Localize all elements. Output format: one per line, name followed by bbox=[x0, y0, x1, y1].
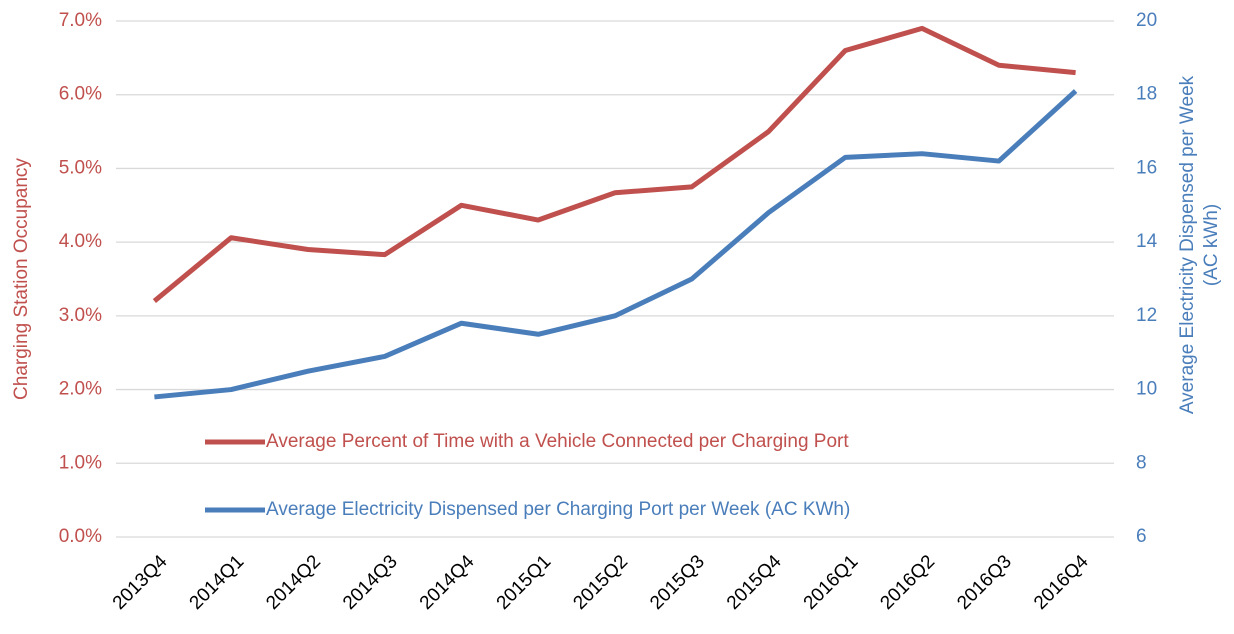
x-tick-label: 2014Q3 bbox=[339, 551, 402, 614]
x-tick-label: 2014Q2 bbox=[262, 551, 325, 614]
y2-tick-label: 14 bbox=[1136, 231, 1158, 252]
y-tick-label: 5.0% bbox=[59, 157, 102, 178]
x-tick-label: 2015Q1 bbox=[493, 551, 556, 614]
y2-tick-label: 16 bbox=[1136, 157, 1157, 178]
x-tick-label: 2016Q1 bbox=[800, 551, 863, 614]
y-tick-label: 2.0% bbox=[59, 379, 102, 400]
y2-tick-label: 12 bbox=[1136, 305, 1157, 326]
y2-tick-label: 18 bbox=[1136, 84, 1157, 105]
legend-label: Average Electricity Dispensed per Chargi… bbox=[266, 499, 850, 520]
x-tick-label: 2014Q1 bbox=[186, 551, 249, 614]
y-tick-label: 0.0% bbox=[59, 526, 102, 547]
line-series bbox=[152, 25, 1076, 304]
x-tick-label: 2015Q4 bbox=[723, 551, 786, 614]
y-tick-label: 7.0% bbox=[59, 10, 102, 31]
y-tick-label: 3.0% bbox=[59, 305, 102, 326]
y2-tick-label: 20 bbox=[1136, 10, 1157, 31]
y2-axis-title: (AC kWh) bbox=[1201, 204, 1222, 286]
x-tick-label: 2016Q3 bbox=[953, 551, 1016, 614]
y2-axis-title: Average Electricity Dispensed per Week bbox=[1177, 75, 1198, 414]
legend-label: Average Percent of Time with a Vehicle C… bbox=[266, 431, 849, 452]
x-tick-label: 2013Q4 bbox=[109, 551, 172, 614]
y2-tick-label: 6 bbox=[1136, 526, 1147, 547]
line-series bbox=[154, 89, 1078, 400]
x-tick-label: 2016Q4 bbox=[1030, 551, 1093, 614]
y-axis-title: Charging Station Occupancy bbox=[11, 158, 32, 400]
y-tick-label: 4.0% bbox=[59, 231, 102, 252]
y2-tick-label: 10 bbox=[1136, 379, 1157, 400]
x-tick-label: 2014Q4 bbox=[416, 551, 479, 614]
x-tick-label: 2016Q2 bbox=[876, 551, 939, 614]
x-tick-label: 2015Q3 bbox=[646, 551, 709, 614]
y-tick-label: 1.0% bbox=[59, 452, 102, 473]
y2-tick-label: 8 bbox=[1136, 452, 1147, 473]
x-tick-label: 2015Q2 bbox=[569, 551, 632, 614]
y-tick-label: 6.0% bbox=[59, 84, 102, 105]
